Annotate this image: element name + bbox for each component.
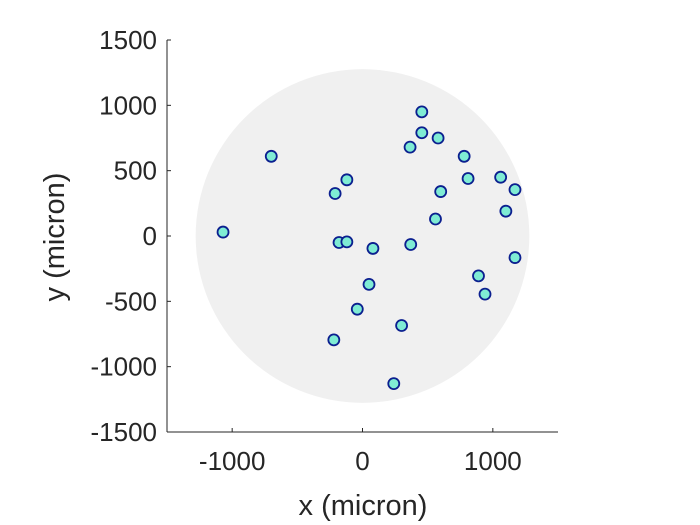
data-point [327, 333, 341, 347]
data-point [478, 287, 492, 301]
data-point [403, 140, 417, 154]
y-tick-label: -500 [105, 286, 157, 316]
data-point [508, 251, 522, 264]
y-tick-label: 0 [143, 221, 157, 251]
data-point [328, 187, 342, 200]
data-point [415, 126, 429, 140]
data-point [431, 131, 445, 145]
data-point [340, 235, 354, 249]
data-point [395, 319, 409, 332]
data-point [461, 172, 475, 185]
x-axis-label: x (micron) [299, 490, 428, 522]
y-tick-label: 1000 [99, 90, 157, 120]
data-point [415, 105, 429, 119]
data-point [404, 238, 418, 251]
data-point [434, 185, 448, 198]
plot-region [195, 69, 530, 403]
data-points [216, 105, 522, 391]
data-point [362, 277, 376, 291]
x-tick-label: 1000 [464, 446, 522, 476]
data-point [340, 173, 354, 187]
data-point [216, 225, 230, 239]
data-point [494, 170, 508, 184]
data-point [429, 212, 442, 226]
data-point [472, 269, 485, 283]
data-point [457, 149, 471, 163]
y-tick-label: -1500 [91, 417, 158, 447]
x-tick-label: 0 [355, 446, 369, 476]
y-tick-label: 500 [114, 156, 157, 186]
y-tick-label: -1000 [91, 352, 158, 382]
data-point [499, 204, 513, 218]
data-point [350, 302, 364, 316]
y-axis-ticks: 1500 1000 500 0 -500 -1000 -1500 [91, 25, 171, 447]
x-tick-label: -1000 [199, 446, 266, 476]
data-point [366, 242, 380, 255]
y-axis-label: y (micron) [39, 173, 71, 302]
data-point [264, 149, 278, 163]
region-circle [195, 69, 530, 403]
x-axis-ticks: -1000 0 1000 [199, 428, 522, 476]
y-tick-label: 1500 [99, 25, 157, 55]
data-point [387, 377, 401, 391]
data-point [508, 183, 522, 197]
